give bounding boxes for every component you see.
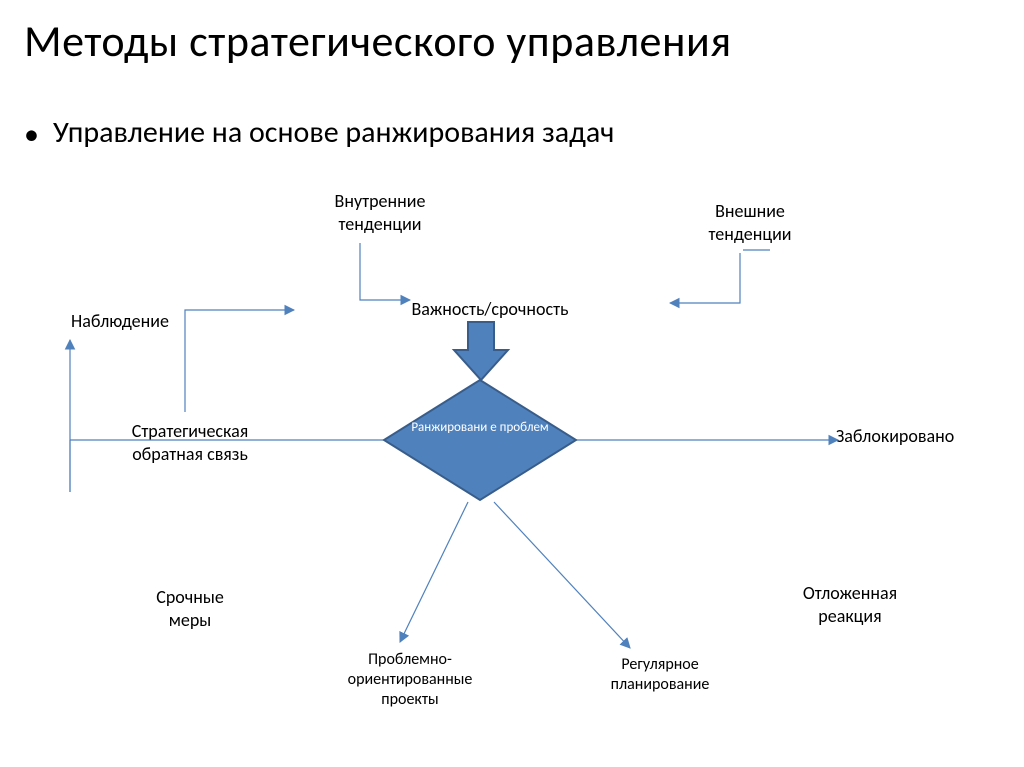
label-urgent-measures: Срочные меры: [110, 586, 270, 631]
edge-external-to-importance: [670, 253, 740, 303]
label-importance-urgency: Важность/срочность: [380, 298, 600, 321]
bullet-item: • Управление на основе ранжирования задач: [24, 114, 614, 151]
slide-title: Методы стратегического управления: [24, 14, 1000, 68]
bullet-dot-icon: •: [24, 120, 39, 150]
label-regular-planning: Регулярное планирование: [560, 655, 760, 695]
label-blocked: Заблокировано: [810, 425, 980, 448]
label-problem-projects: Проблемно- ориентированные проекты: [310, 650, 510, 710]
decision-node: Ранжировани е проблем: [390, 380, 570, 500]
edge-diamond-to-regular-planning: [494, 502, 630, 648]
label-internal-trends: Внутренние тенденции: [290, 190, 470, 235]
edge-internal-to-importance: [360, 243, 410, 300]
label-observation: Наблюдение: [40, 310, 200, 333]
edge-feedback-to-importance: [185, 310, 294, 412]
edge-diamond-to-problem-projects: [400, 502, 468, 642]
label-delayed-reaction: Отложенная реакция: [760, 582, 940, 627]
label-external-trends: Внешние тенденции: [660, 200, 840, 245]
bullet-text: Управление на основе ранжирования задач: [53, 114, 614, 151]
block-arrow-down-icon: [454, 322, 508, 380]
label-feedback: Стратегическая обратная связь: [90, 420, 290, 465]
slide: Методы стратегического управления • Управ…: [0, 0, 1024, 767]
decision-node-label: Ранжировани е проблем: [390, 420, 570, 437]
